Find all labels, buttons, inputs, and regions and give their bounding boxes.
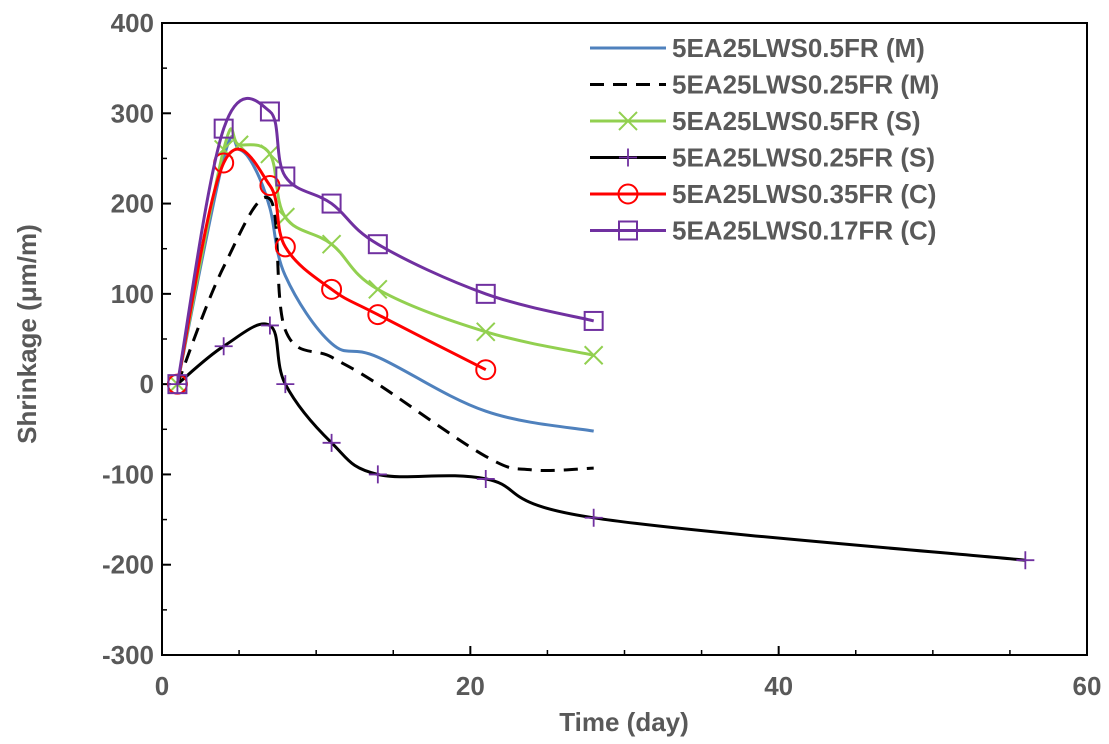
legend-entry: 5EA25LWS0.25FR (M) xyxy=(590,70,939,100)
data-point xyxy=(368,279,388,300)
data-point xyxy=(368,465,387,484)
data-point xyxy=(274,236,296,258)
x-tick-label: 20 xyxy=(456,671,485,701)
data-point xyxy=(321,234,342,254)
series-5 xyxy=(166,147,497,395)
series-2 xyxy=(176,195,594,473)
data-point xyxy=(583,310,604,331)
data-point xyxy=(476,469,495,488)
data-point xyxy=(276,375,295,394)
data-point xyxy=(367,304,389,326)
data-point xyxy=(275,166,296,187)
y-tick-label: -200 xyxy=(102,550,154,580)
legend-entry: 5EA25LWS0.17FR (C) xyxy=(590,216,936,246)
series-line xyxy=(175,147,487,385)
legend-marker xyxy=(617,183,639,205)
x-axis-title: Time (day) xyxy=(559,707,689,737)
legend-entry: 5EA25LWS0.35FR (C) xyxy=(590,179,936,209)
y-tick-label: 400 xyxy=(111,8,154,38)
plot-area-frame xyxy=(161,22,1088,656)
legend-marker xyxy=(619,148,637,167)
y-axis-title: Shrinkage (μm/m) xyxy=(12,224,42,444)
series-line xyxy=(176,195,594,473)
data-point xyxy=(475,359,497,381)
data-point xyxy=(214,337,233,356)
series-line xyxy=(175,127,595,385)
legend-label: 5EA25LWS0.17FR (C) xyxy=(672,216,936,246)
legend-label: 5EA25LWS0.5FR (M) xyxy=(672,33,925,63)
y-tick-label: -100 xyxy=(102,459,154,489)
y-tick-label: 200 xyxy=(111,189,154,219)
legend-marker xyxy=(618,220,638,241)
x-tick-label: 0 xyxy=(155,671,169,701)
series-3 xyxy=(167,127,604,394)
y-tick-label: 100 xyxy=(111,279,154,309)
data-point xyxy=(475,283,496,304)
data-point xyxy=(476,322,496,342)
series-6 xyxy=(167,96,604,395)
data-point xyxy=(1016,551,1035,570)
data-point xyxy=(583,345,604,365)
data-point xyxy=(584,508,603,527)
series-layer xyxy=(166,96,1035,570)
legend-marker xyxy=(618,111,638,131)
data-point xyxy=(321,193,342,214)
legend-label: 5EA25LWS0.5FR (S) xyxy=(672,106,921,136)
legend-entry: 5EA25LWS0.25FR (S) xyxy=(590,143,935,173)
legend-label: 5EA25LWS0.35FR (C) xyxy=(672,179,936,209)
legend-entry: 5EA25LWS0.5FR (M) xyxy=(590,33,925,63)
data-point xyxy=(321,278,343,300)
data-point xyxy=(259,101,280,122)
y-tick-label: 300 xyxy=(111,98,154,128)
data-point xyxy=(260,144,280,164)
x-tick-label: 40 xyxy=(764,671,793,701)
legend-label: 5EA25LWS0.25FR (S) xyxy=(672,143,935,173)
data-point xyxy=(367,234,388,255)
data-point xyxy=(322,433,341,452)
y-tick-label: -300 xyxy=(102,640,154,670)
legend-label: 5EA25LWS0.25FR (M) xyxy=(672,70,939,100)
data-point xyxy=(167,374,188,395)
data-point xyxy=(213,118,234,139)
legend: 5EA25LWS0.5FR (M) 5EA25LWS0.25FR (M) 5EA25… xyxy=(590,33,939,246)
y-tick-label: 0 xyxy=(140,369,154,399)
x-tick-label: 60 xyxy=(1073,671,1102,701)
legend-entry: 5EA25LWS0.5FR (S) xyxy=(590,106,921,136)
data-point xyxy=(260,316,279,335)
